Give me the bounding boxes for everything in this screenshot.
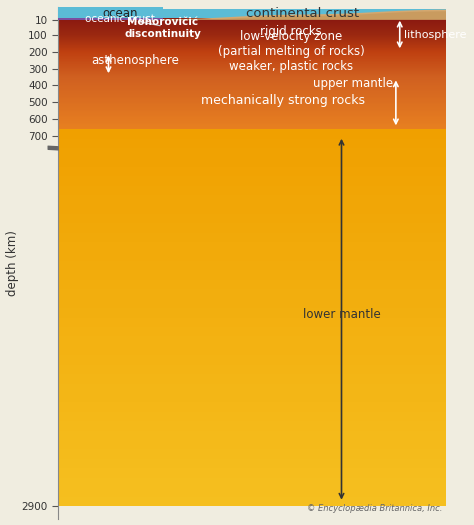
Text: weaker, plastic rocks: weaker, plastic rocks — [229, 60, 353, 74]
Polygon shape — [163, 11, 447, 21]
Y-axis label: depth (km): depth (km) — [6, 230, 18, 296]
Polygon shape — [163, 9, 447, 20]
Text: low-velocity zone
(partial melting of rocks): low-velocity zone (partial melting of ro… — [218, 30, 365, 58]
Text: lithosphere: lithosphere — [404, 30, 466, 40]
Text: asthenosphere: asthenosphere — [92, 55, 180, 68]
Text: upper mantle: upper mantle — [313, 77, 393, 90]
Text: oceanic crust: oceanic crust — [85, 14, 155, 24]
Text: lower mantle: lower mantle — [302, 308, 380, 321]
Text: ocean: ocean — [102, 7, 138, 20]
Text: Mohorovičić
discontinuity: Mohorovičić discontinuity — [124, 17, 201, 39]
Text: mechanically strong rocks: mechanically strong rocks — [201, 94, 365, 107]
Text: continental crust: continental crust — [246, 7, 359, 20]
Text: rigid rocks: rigid rocks — [260, 25, 322, 38]
Text: © Encyclopædia Britannica, Inc.: © Encyclopædia Britannica, Inc. — [307, 505, 442, 513]
